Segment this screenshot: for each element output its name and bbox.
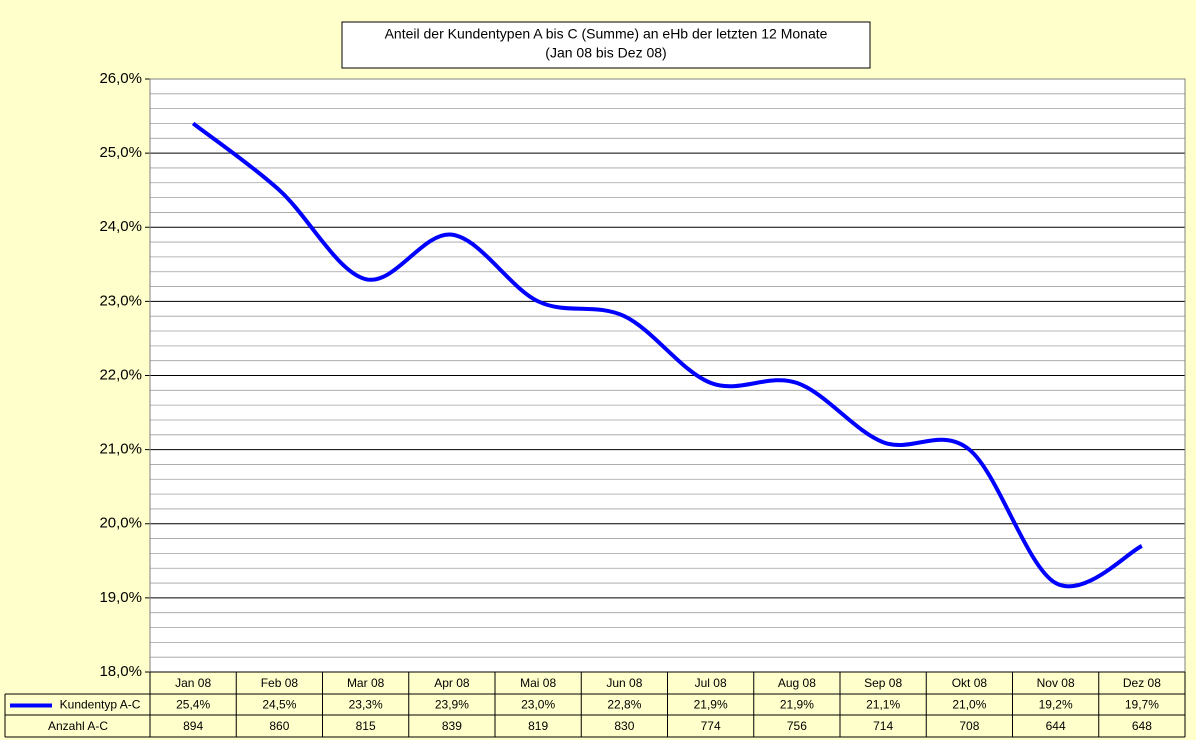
data-table-cell: 815 — [356, 719, 376, 733]
data-table-cell: 839 — [442, 719, 462, 733]
y-tick-label: 20,0% — [99, 515, 142, 532]
chart-title: Anteil der Kundentypen A bis C (Summe) a… — [385, 26, 828, 42]
y-tick-label: 18,0% — [99, 663, 142, 680]
data-table-cell: 23,3% — [349, 698, 383, 712]
x-tick-label: Aug 08 — [778, 676, 816, 690]
y-tick-label: 23,0% — [99, 292, 142, 309]
data-table-cell: 708 — [959, 719, 979, 733]
data-table-cell: 25,4% — [176, 698, 210, 712]
data-table-cell: 21,9% — [780, 698, 814, 712]
x-tick-label: Jan 08 — [175, 676, 211, 690]
x-tick-label: Nov 08 — [1037, 676, 1075, 690]
data-line — [191, 121, 1143, 589]
title-box — [341, 21, 871, 69]
legend-label: Anzahl A-C — [48, 719, 108, 733]
data-table-cell: 830 — [614, 719, 634, 733]
data-table-cell: 21,1% — [866, 698, 900, 712]
data-table-cell: 19,7% — [1125, 698, 1159, 712]
y-tick-label: 25,0% — [99, 144, 142, 161]
data-table-cell: 23,0% — [521, 698, 555, 712]
data-table-cell: 19,2% — [1039, 698, 1073, 712]
data-table-cell: 23,9% — [435, 698, 469, 712]
y-tick-label: 26,0% — [99, 70, 142, 87]
y-tick-label: 24,0% — [99, 218, 142, 235]
legend-label: Kundentyp A-C — [60, 698, 141, 712]
x-tick-label: Okt 08 — [952, 676, 988, 690]
x-tick-label: Jul 08 — [695, 676, 727, 690]
data-table-cell: 819 — [528, 719, 548, 733]
data-table-cell: 894 — [183, 719, 203, 733]
x-tick-label: Mai 08 — [520, 676, 556, 690]
data-table-cell: 22,8% — [607, 698, 641, 712]
y-tick-label: 22,0% — [99, 366, 142, 383]
x-tick-label: Feb 08 — [261, 676, 299, 690]
data-table-cell: 648 — [1132, 719, 1152, 733]
data-table-cell: 756 — [787, 719, 807, 733]
data-table-cell: 21,0% — [952, 698, 986, 712]
x-tick-label: Mar 08 — [347, 676, 385, 690]
chart-subtitle: (Jan 08 bis Dez 08) — [545, 45, 666, 61]
y-tick-label: 19,0% — [99, 589, 142, 606]
data-table-cell: 21,9% — [694, 698, 728, 712]
data-table-cell: 860 — [269, 719, 289, 733]
x-tick-label: Jun 08 — [606, 676, 642, 690]
x-tick-label: Dez 08 — [1123, 676, 1161, 690]
data-table-cell: 24,5% — [262, 698, 296, 712]
data-table-cell: 774 — [701, 719, 721, 733]
x-tick-label: Sep 08 — [864, 676, 902, 690]
data-table-cell: 644 — [1046, 719, 1066, 733]
data-table-cell: 714 — [873, 719, 893, 733]
x-tick-label: Apr 08 — [434, 676, 470, 690]
y-tick-label: 21,0% — [99, 441, 142, 458]
